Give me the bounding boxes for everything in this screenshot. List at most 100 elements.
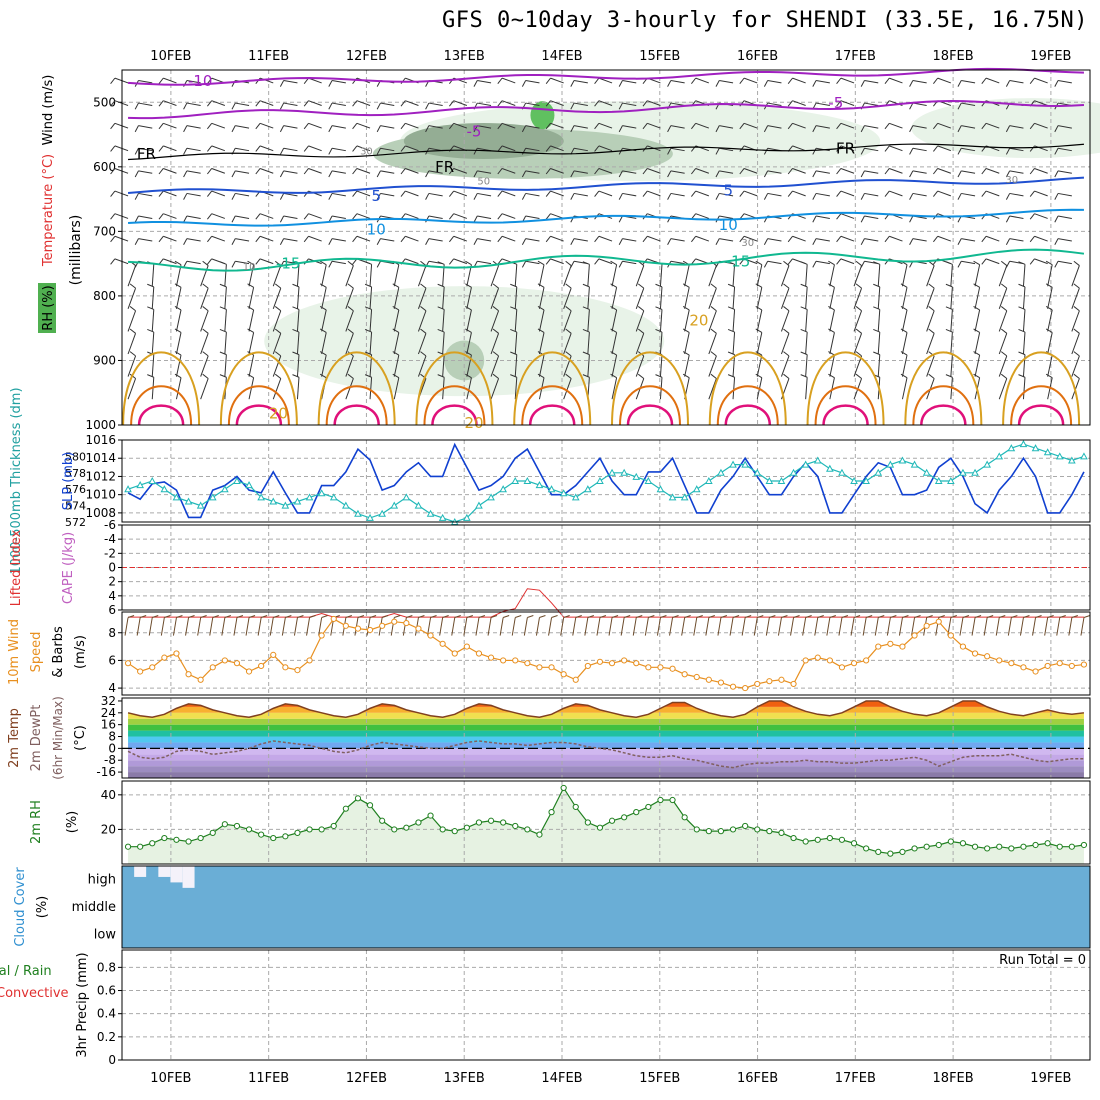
wind-barb: [129, 306, 136, 312]
wind-barb: [884, 145, 890, 152]
wind-barb: [331, 238, 346, 242]
wind-barb: [292, 306, 300, 310]
wind-tick-label: 6: [108, 653, 116, 667]
wind-barb: [369, 377, 373, 400]
wind-barb: [477, 238, 492, 242]
rh-line-point: [681, 814, 688, 821]
thickness-line-point: [438, 513, 447, 521]
wind-barb: [753, 617, 758, 636]
rh-line-point: [669, 796, 676, 804]
wind-barb: [715, 238, 720, 246]
wind-barb: [364, 306, 372, 310]
wind-barb: [296, 264, 300, 287]
wind-barb: [900, 373, 908, 379]
rh-line-point: [802, 838, 809, 845]
wind-barb: [565, 328, 572, 334]
rh-line-point: [536, 831, 543, 838]
rh-line-point: [342, 805, 349, 812]
wind-barb: [853, 333, 863, 355]
wind-speed-line-point: [911, 632, 918, 639]
wind-barb: [400, 190, 406, 197]
wind-barb: [805, 354, 808, 377]
wind-barb: [715, 193, 720, 200]
temp-band: [128, 718, 1084, 725]
wind-barb: [465, 351, 472, 356]
wind-barb: [174, 305, 182, 311]
wind-barb: [274, 373, 282, 379]
thickness-line-point: [584, 485, 592, 493]
wind-barb: [352, 145, 358, 152]
wind-barb: [610, 373, 617, 379]
thickness-line-point: [366, 513, 374, 521]
wind-barb: [836, 258, 842, 265]
wind-barb: [985, 258, 1000, 265]
wind-barb: [138, 102, 153, 106]
wind-barb: [437, 283, 445, 288]
wind-barb: [163, 168, 177, 174]
wind-barb: [890, 615, 897, 619]
wind-barb: [183, 102, 188, 110]
wind-barb: [174, 260, 182, 266]
wind-barb: [274, 351, 282, 357]
wind-barb: [755, 283, 763, 288]
wind-barb: [565, 373, 572, 379]
wind-barb: [873, 283, 880, 288]
wind-barb: [539, 615, 546, 619]
wind-barb: [163, 145, 177, 152]
thickness-line-point: [813, 456, 822, 464]
wind-barb: [417, 355, 427, 377]
wind-barb: [598, 77, 613, 84]
wind-barb: [743, 77, 758, 84]
wind-speed-line-point: [342, 622, 349, 629]
wind-barb: [209, 617, 214, 636]
wind-barb: [684, 615, 691, 619]
thickness-line-point: [874, 468, 883, 476]
wind-barb: [961, 238, 976, 242]
wind-barb: [957, 102, 962, 110]
wind-barb: [1054, 125, 1059, 133]
wind-barb: [1009, 79, 1024, 84]
wind-barb: [587, 309, 590, 332]
wind-barb: [1034, 258, 1048, 265]
wind-barb: [186, 170, 201, 174]
wind-barb: [550, 77, 564, 84]
wind-barb: [202, 283, 209, 289]
wind-barb: [224, 354, 227, 377]
wind-speed-line-point: [209, 664, 216, 671]
wind-barb: [611, 309, 618, 332]
cloud-cover-frame: [121, 865, 1091, 949]
wind-barb: [202, 351, 209, 357]
wind-barb: [525, 260, 540, 265]
contour-label: 10: [243, 262, 256, 273]
wind-barb: [235, 170, 250, 174]
wind-barb: [623, 615, 631, 619]
wind-barb: [642, 168, 648, 175]
wind-speed-line-point: [185, 671, 192, 678]
wind-barb: [812, 148, 817, 155]
wind-barb: [829, 264, 835, 287]
rh-line-point: [282, 833, 289, 840]
rh-line-point: [1008, 845, 1015, 852]
wind-barb: [206, 258, 213, 265]
wind-barb: [873, 328, 880, 333]
wind-barb: [521, 193, 527, 200]
wind-barb: [380, 192, 395, 197]
wind-barb: [1029, 168, 1035, 175]
wind-barb: [884, 190, 890, 197]
wind-barb: [514, 332, 518, 355]
wind-barb: [521, 238, 527, 246]
wind-barb: [783, 328, 790, 334]
wind-barb: [477, 215, 492, 219]
thickness-line-point: [898, 456, 907, 464]
temp-band: [128, 736, 1084, 743]
wind-barb: [110, 77, 116, 84]
wind-barb: [805, 377, 808, 400]
wind-barb: [973, 328, 980, 333]
rh-line-point: [645, 803, 652, 811]
rh-line-point: [923, 843, 930, 850]
rh-line-point: [233, 822, 241, 830]
wind-barb: [1047, 287, 1053, 309]
wind-barb: [1034, 235, 1048, 242]
wind-barb: [932, 77, 939, 84]
wind-barb: [442, 286, 445, 309]
